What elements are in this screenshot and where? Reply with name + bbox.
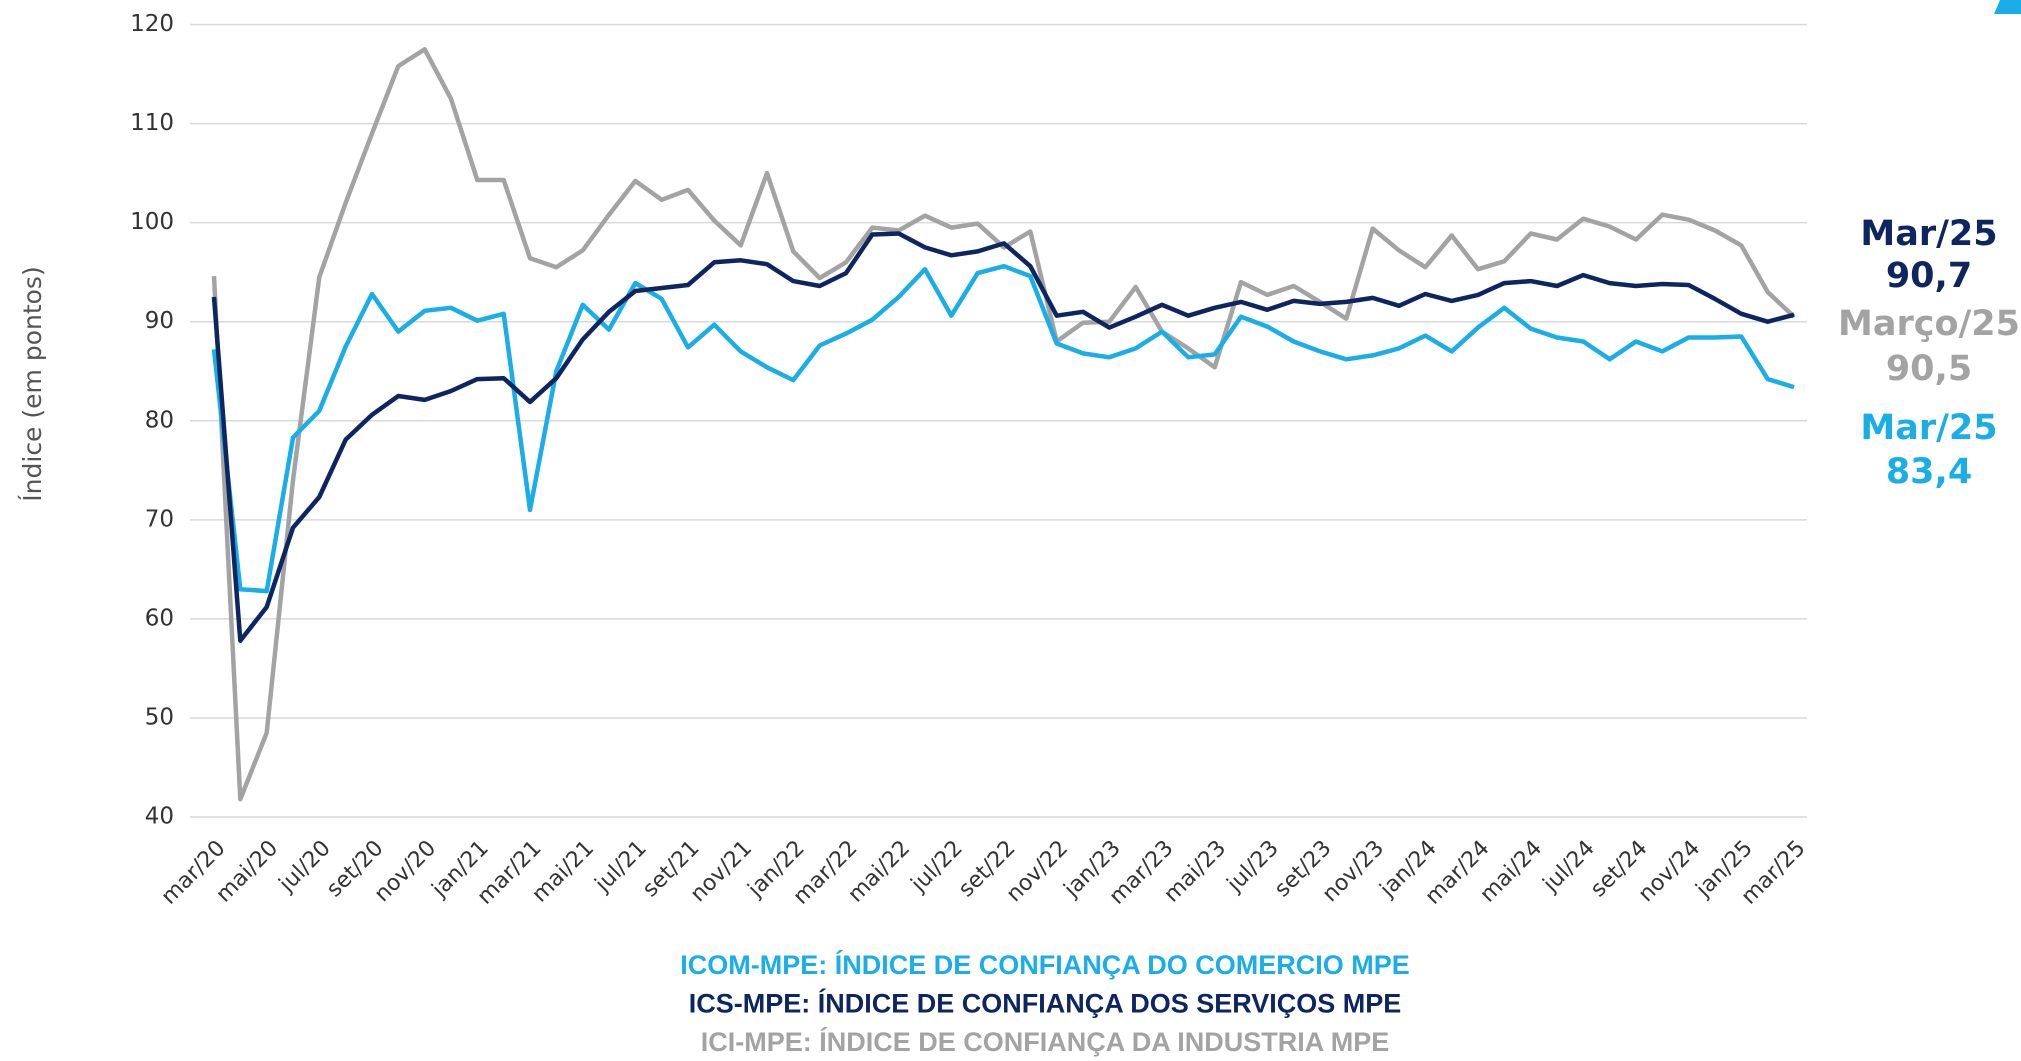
series-line [211,47,1796,802]
end-annotation: 90,5 [1886,349,1972,389]
series-line [211,263,1795,594]
y-tick-label: 40 [145,804,174,830]
y-tick-label: 120 [130,11,174,37]
end-annotation: Março/25 [1838,304,2020,344]
end-annotation: Mar/25 [1860,214,1997,254]
y-tick-label: 60 [145,605,174,631]
legend-entry: ICI-MPE: ÍNDICE DE CONFIANÇA DA INDUSTRI… [701,1026,1390,1057]
end-annotation: 90,7 [1886,256,1972,296]
y-tick-label: 70 [145,506,174,532]
end-annotation: Mar/25 [1860,408,1997,448]
y-axis-label: Índice (em pontos) [18,266,47,501]
corner-decoration [1994,0,2021,14]
legend-entry: ICOM-MPE: ÍNDICE DE CONFIANÇA DO COMERCI… [680,949,1410,980]
legend-entry: ICS-MPE: ÍNDICE DE CONFIANÇA DOS SERVIÇO… [689,988,1402,1019]
end-annotation: 83,4 [1886,452,1972,492]
y-tick-label: 110 [130,110,174,136]
y-tick-label: 90 [145,308,174,334]
y-tick-label: 50 [145,704,174,730]
series-line [211,231,1795,643]
y-tick-label: 100 [130,209,174,235]
y-tick-label: 80 [145,407,174,433]
